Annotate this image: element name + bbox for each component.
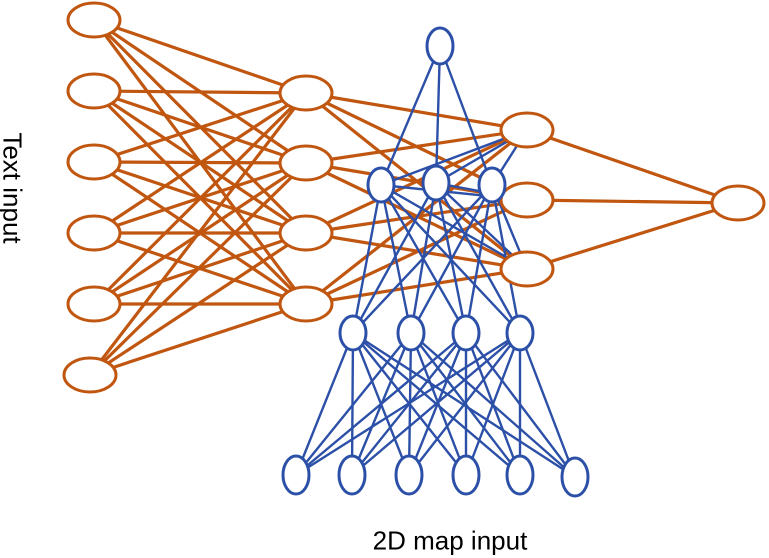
map-input-layer-node [394,454,424,496]
map-input-layer-node [337,454,367,496]
connection-edge [464,331,577,479]
connection-edge [350,331,355,477]
merged-layer-node [499,111,555,149]
text-network-nodes [62,1,766,394]
text-input-layer-node [66,1,122,39]
connection-edge [525,198,740,205]
map-input-layer-node [560,456,590,498]
connection-edge [379,128,529,187]
text-input-label: Text input [0,132,28,244]
text-hidden-layer-node [278,74,334,112]
connection-edge [351,331,577,479]
connection-edge [434,44,442,185]
text-input-layer-node [62,356,118,394]
merged-layer-node [499,181,555,219]
connection-edge [379,183,522,335]
connection-edge [409,331,468,477]
map-hidden-layer-1-node [451,314,481,352]
text-input-layer-node [66,143,122,181]
text-input-layer-node [66,214,122,252]
connection-edge [92,89,308,95]
connection-edge [294,331,355,477]
connection-edge [379,183,529,271]
output-layer-node [710,184,766,222]
connection-edge [304,128,529,235]
connection-edge [92,18,308,95]
connection-edge [379,44,442,187]
connection-edge [304,198,529,306]
connection-edge [525,201,740,271]
map-input-layer-node [505,454,535,496]
map-hidden-layer-1-node [338,314,368,352]
connection-edge [92,91,308,164]
connection-edge [92,91,308,306]
connection-edge [88,231,308,377]
connection-edge [351,331,411,477]
map-input-label: 2D map input [372,525,528,556]
map-hidden-layer-1-node [396,314,426,352]
map-network-nodes [281,26,590,498]
connection-edge [351,331,522,477]
connection-edge [351,331,468,477]
map-hidden-layer-2-node [477,166,507,204]
map-hidden-layer-2-node [421,164,451,202]
connection-edge [304,128,529,165]
text-hidden-layer-node [278,144,334,182]
map-hidden-layer-1-node [505,314,535,352]
text-network-edges [88,18,740,377]
connection-edge [409,331,577,479]
connection-edge [351,183,383,335]
text-hidden-layer-node [278,285,334,323]
connection-edge [518,331,577,479]
connection-edge [88,302,308,377]
connection-edge [525,128,740,205]
connection-edge [379,183,413,335]
connection-edge [379,183,468,335]
merged-layer-node [499,250,555,288]
connection-edge [434,181,522,335]
connection-edge [92,91,308,235]
map-input-layer-node [281,454,311,496]
map-hidden-layer-2-node [366,166,396,204]
text-input-layer-node [66,72,122,110]
connection-edge [304,91,529,132]
map-input-layer-node [451,454,481,496]
text-input-layer-node [66,285,122,323]
map-top-node [425,26,455,66]
text-hidden-layer-node [278,214,334,252]
connection-edge [438,44,494,187]
connection-edge [88,91,308,377]
connection-edge [409,331,522,477]
connection-edge [88,161,308,377]
connection-edge [304,267,529,306]
